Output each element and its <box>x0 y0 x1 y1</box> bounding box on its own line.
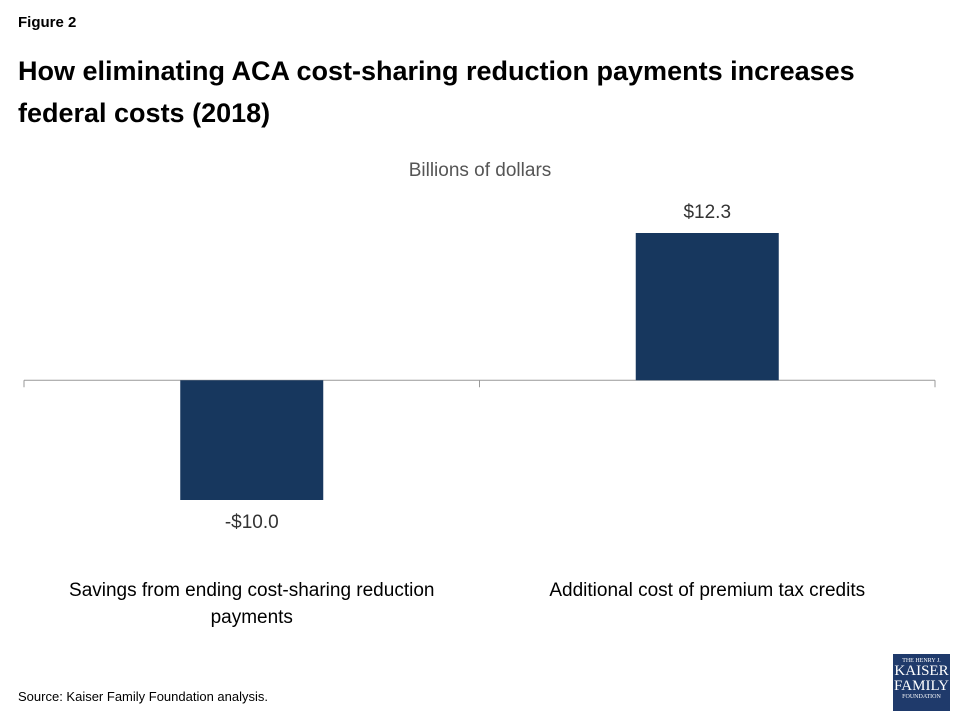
logo-text: KAISER <box>894 663 949 679</box>
logo-text: FAMILY <box>894 678 949 694</box>
data-label: -$10.0 <box>225 512 279 533</box>
logo-text: THE HENRY J. <box>902 658 941 664</box>
source-note: Source: Kaiser Family Foundation analysi… <box>18 689 269 704</box>
figure-label: Figure 2 <box>18 14 77 31</box>
logo: THE HENRY J. KAISER FAMILY FOUNDATION <box>893 654 950 711</box>
data-label: $12.3 <box>683 202 731 223</box>
bar <box>180 380 324 500</box>
x-tick-label: Additional cost of premium tax credits <box>549 580 866 601</box>
chart-title: How eliminating ACA cost-sharing reducti… <box>18 56 855 128</box>
x-tick-label: Savings from ending cost-sharing reducti… <box>69 580 435 628</box>
bar <box>635 233 779 381</box>
logo-text: FOUNDATION <box>902 694 941 700</box>
chart-subtitle: Billions of dollars <box>409 160 552 181</box>
